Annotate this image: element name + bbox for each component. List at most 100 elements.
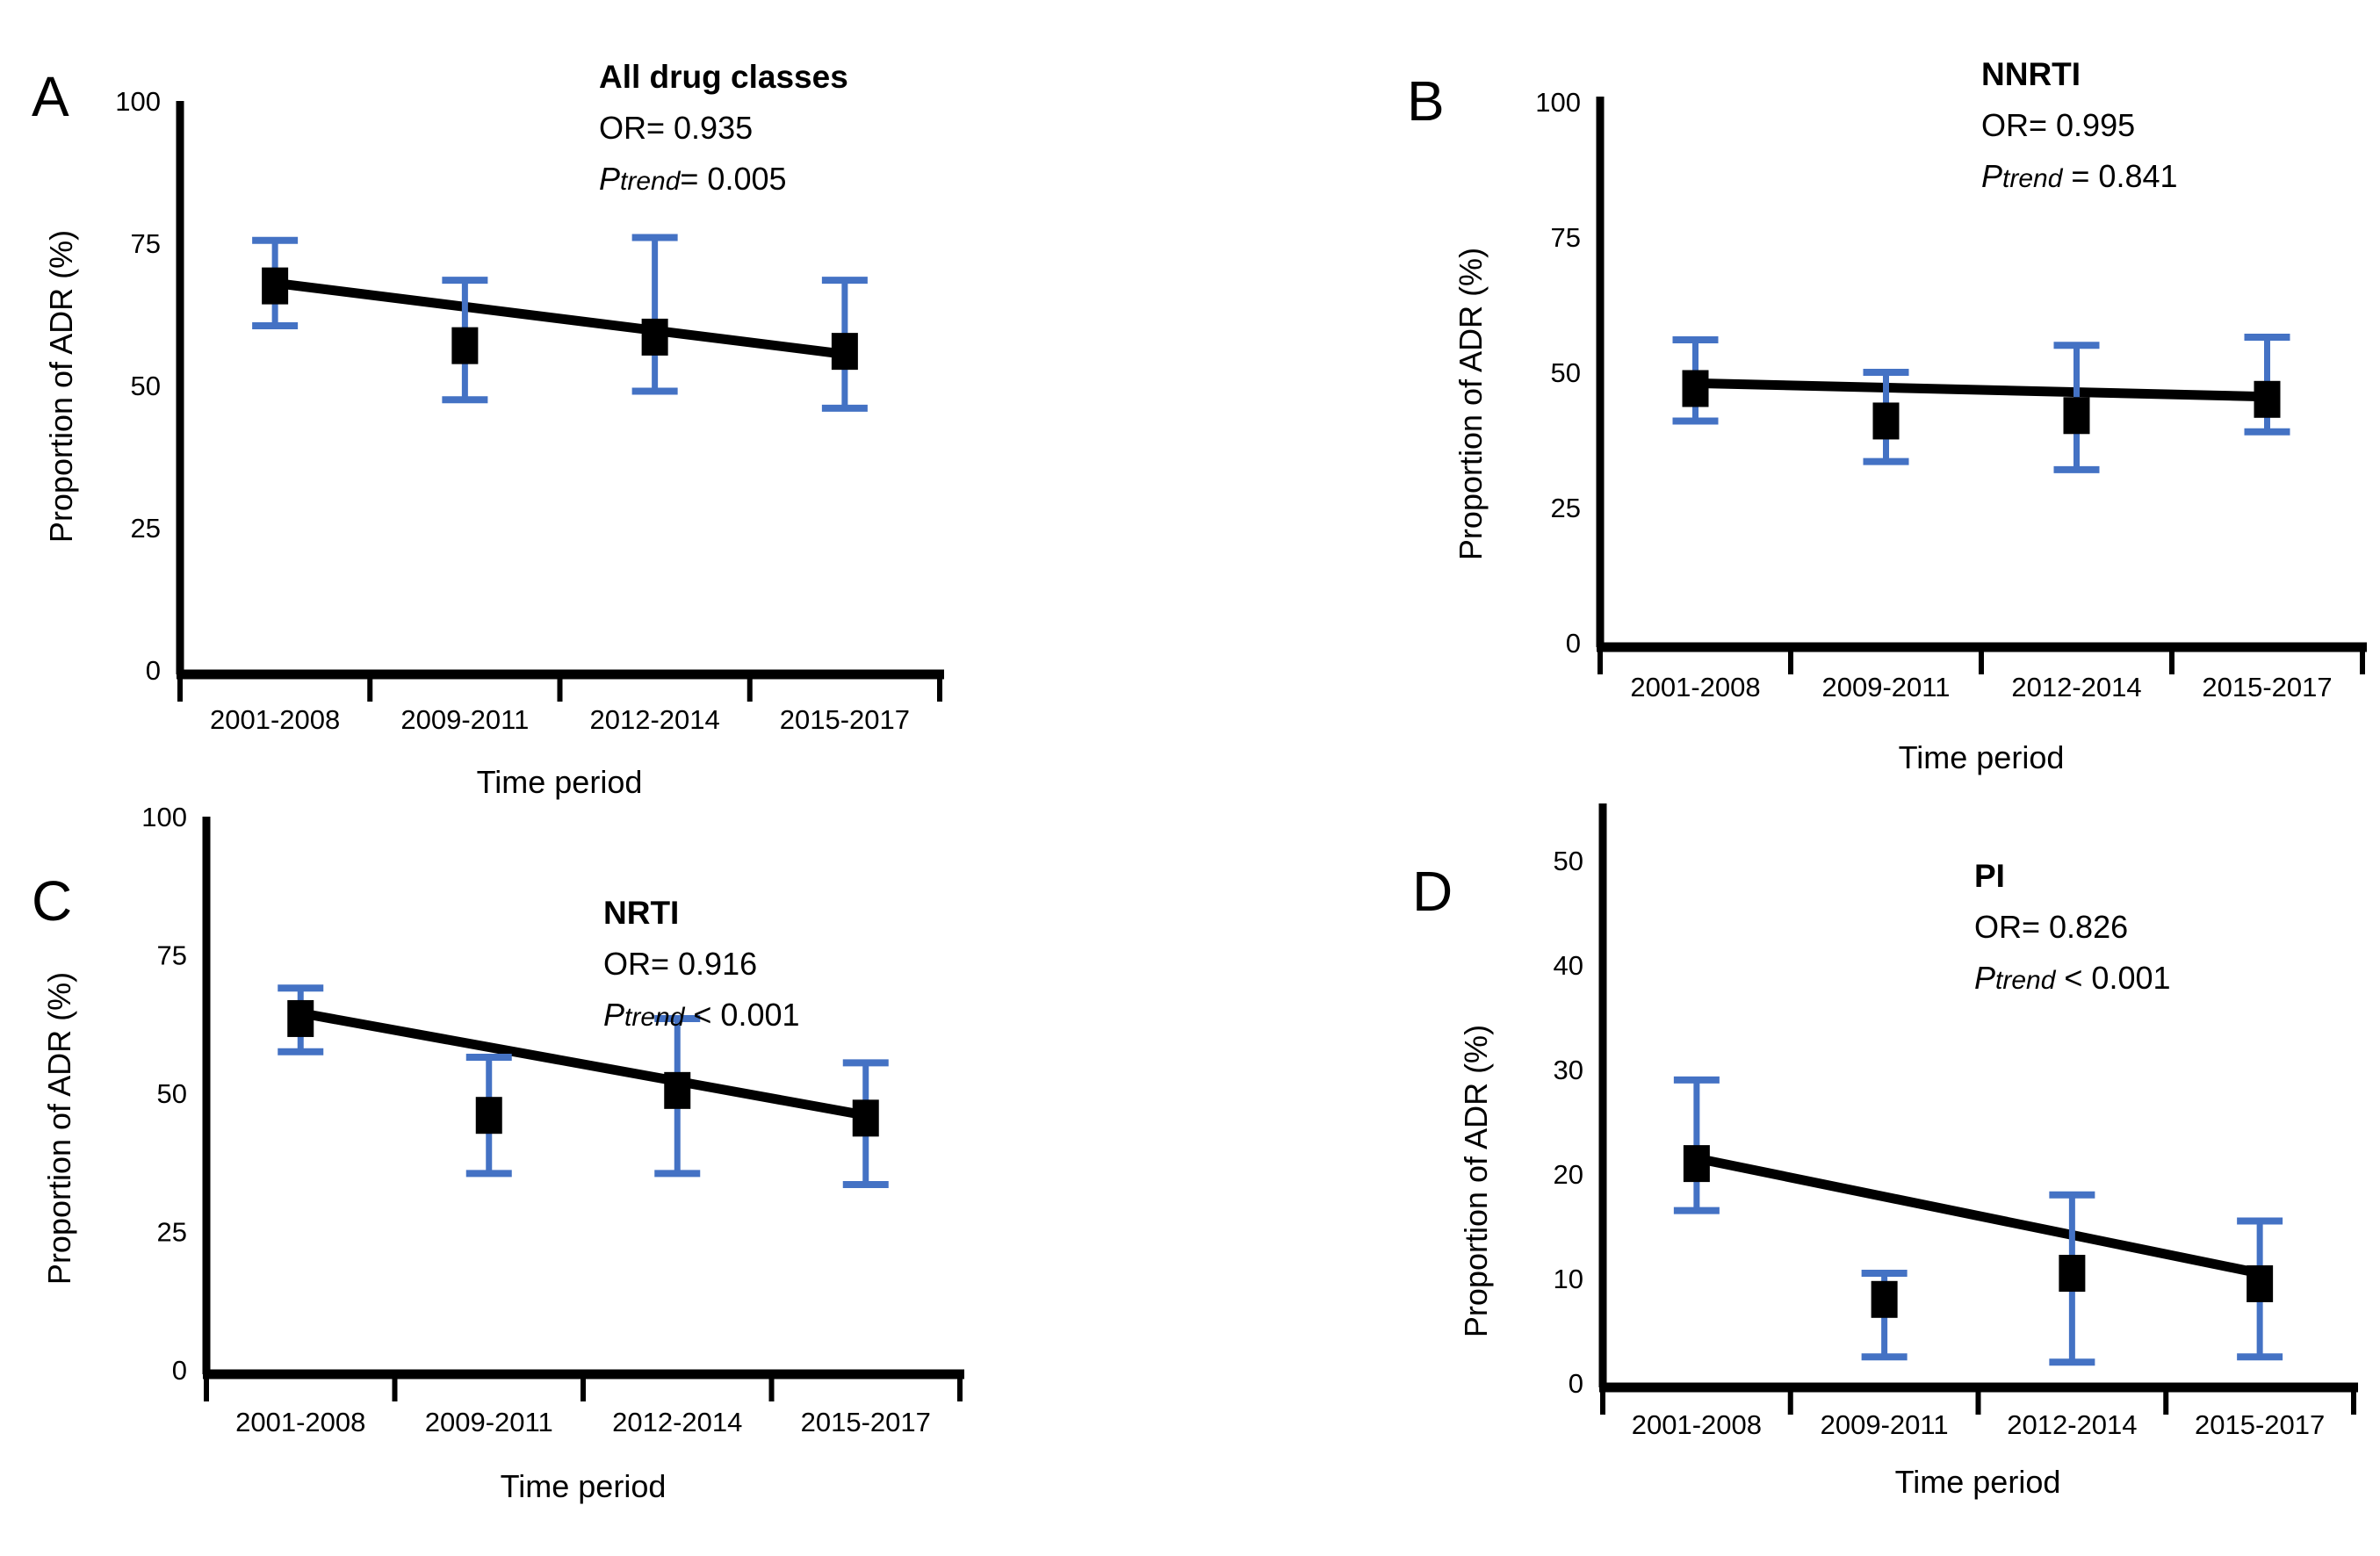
panel-letter: A bbox=[32, 65, 69, 128]
y-tick-label: 20 bbox=[1554, 1159, 1583, 1190]
data-point-marker bbox=[1683, 1145, 1710, 1183]
y-tick-label: 100 bbox=[115, 86, 161, 117]
x-category-label: 2012-2014 bbox=[2007, 1409, 2137, 1440]
or-value-label: OR= 0.995 bbox=[1981, 107, 2135, 143]
ptrend-label: Ptrend < 0.001 bbox=[603, 997, 800, 1033]
y-tick-label: 75 bbox=[131, 228, 161, 259]
error-bar bbox=[654, 1014, 701, 1178]
panel-letter: D bbox=[1412, 860, 1453, 923]
x-axis-title: Time period bbox=[1895, 1464, 2061, 1500]
x-category-label: 2009-2011 bbox=[1822, 672, 1951, 702]
data-point-marker bbox=[2247, 1264, 2274, 1302]
y-tick-label: 50 bbox=[131, 371, 161, 401]
ptrend-label: Ptrend < 0.001 bbox=[1974, 960, 2171, 996]
data-point-marker bbox=[451, 327, 479, 364]
x-category-label: 2012-2014 bbox=[2011, 672, 2141, 702]
panel-letter: C bbox=[32, 869, 72, 933]
x-category-label: 2009-2011 bbox=[400, 704, 529, 735]
data-point-marker bbox=[287, 999, 314, 1037]
y-tick-label: 0 bbox=[172, 1355, 187, 1386]
y-tick-label: 40 bbox=[1554, 950, 1583, 981]
error-bar bbox=[821, 277, 868, 412]
x-category-label: 2015-2017 bbox=[2195, 1409, 2325, 1440]
data-point-marker bbox=[831, 333, 858, 371]
error-bar bbox=[1861, 1270, 1908, 1361]
x-axis-title: Time period bbox=[1899, 739, 2065, 775]
ptrend-value: = 0.005 bbox=[680, 161, 786, 197]
panel-a: 0 25 50 75 100 2001-2008 2009-2011 2012-2014 201… bbox=[32, 59, 944, 800]
ptrend-label: Ptrend= 0.005 bbox=[599, 161, 787, 197]
or-value-label: OR= 0.916 bbox=[603, 946, 757, 982]
ptrend-sub: trend bbox=[1995, 966, 2057, 995]
y-axis-title: Proportion of ADR (%) bbox=[43, 230, 79, 543]
y-tick-label: 50 bbox=[1554, 846, 1583, 876]
y-tick-label: 25 bbox=[157, 1217, 187, 1248]
ptrend-sub: trend bbox=[620, 167, 682, 196]
error-bar bbox=[465, 1054, 512, 1178]
data-point-marker bbox=[2059, 1255, 2086, 1293]
ptrend-label: Ptrend = 0.841 bbox=[1981, 158, 2178, 194]
chart-title: All drug classes bbox=[599, 59, 848, 95]
y-axis-title: Proportion of ADR (%) bbox=[1458, 1025, 1494, 1337]
x-category-label: 2001-2008 bbox=[210, 704, 340, 735]
data-point-marker bbox=[2063, 397, 2090, 435]
panel-c: 0 25 50 75 100 2001-2008 2009-2011 2012-2014 201… bbox=[32, 802, 964, 1504]
x-axis-title: Time period bbox=[501, 1468, 667, 1504]
y-tick-label: 0 bbox=[1566, 628, 1581, 659]
data-point-marker bbox=[641, 318, 668, 356]
or-value-label: OR= 0.826 bbox=[1974, 909, 2128, 945]
y-tick-label: 0 bbox=[1569, 1368, 1583, 1399]
data-point-marker bbox=[475, 1097, 502, 1135]
ptrend-p: P bbox=[1974, 960, 1995, 996]
trend-line bbox=[1695, 378, 2268, 402]
ptrend-sub: trend bbox=[624, 1003, 686, 1032]
ptrend-value: = 0.841 bbox=[2062, 158, 2177, 194]
y-tick-label: 50 bbox=[157, 1078, 187, 1109]
panel-letter: B bbox=[1407, 69, 1445, 133]
error-bar bbox=[631, 234, 678, 395]
ptrend-p: P bbox=[599, 161, 620, 197]
error-bar bbox=[442, 277, 488, 404]
y-axis-title: Proportion of ADR (%) bbox=[41, 972, 77, 1285]
error-bar bbox=[2244, 333, 2290, 436]
x-category-label: 2009-2011 bbox=[1821, 1409, 1949, 1440]
ptrend-p: P bbox=[1981, 158, 2002, 194]
trend-line bbox=[1695, 1153, 2261, 1279]
error-bar bbox=[1863, 369, 1909, 465]
x-category-label: 2012-2014 bbox=[590, 704, 720, 735]
ptrend-p: P bbox=[603, 997, 624, 1033]
y-tick-label: 50 bbox=[1551, 357, 1581, 388]
error-bar bbox=[2049, 1191, 2095, 1366]
x-category-label: 2001-2008 bbox=[1632, 1409, 1762, 1440]
x-category-label: 2001-2008 bbox=[1630, 672, 1760, 702]
y-tick-label: 75 bbox=[1551, 222, 1581, 253]
error-bar bbox=[2237, 1217, 2283, 1361]
y-tick-label: 25 bbox=[1551, 493, 1581, 523]
chart-title: NNRTI bbox=[1981, 56, 2081, 92]
x-category-label: 2009-2011 bbox=[425, 1407, 553, 1437]
y-tick-label: 25 bbox=[131, 513, 161, 544]
panel-b: 0 25 50 75 100 2001-2008 2009-2011 2012-2014 201… bbox=[1407, 56, 2367, 775]
chart-title: NRTI bbox=[603, 895, 679, 931]
data-point-marker bbox=[1872, 402, 1900, 440]
chart-title: PI bbox=[1974, 858, 2005, 894]
y-tick-label: 30 bbox=[1554, 1055, 1583, 1085]
x-axis-title: Time period bbox=[477, 764, 643, 800]
error-bar bbox=[842, 1059, 889, 1188]
y-tick-label: 0 bbox=[146, 655, 161, 686]
error-bar bbox=[2053, 342, 2100, 473]
panel-d: 0 10 20 30 40 50 2001-2008 2009-2011 2012-2014 20… bbox=[1412, 803, 2358, 1500]
data-point-marker bbox=[2254, 380, 2281, 418]
data-point-marker bbox=[1871, 1280, 1898, 1318]
error-bar bbox=[1673, 1076, 1720, 1214]
x-category-label: 2015-2017 bbox=[2202, 672, 2332, 702]
x-category-label: 2012-2014 bbox=[612, 1407, 742, 1437]
y-axis-title: Proportion of ADR (%) bbox=[1453, 248, 1489, 560]
data-point-marker bbox=[664, 1071, 691, 1109]
or-value-label: OR= 0.935 bbox=[599, 110, 753, 146]
ptrend-sub: trend bbox=[2002, 164, 2064, 193]
y-tick-label: 100 bbox=[141, 802, 187, 832]
ptrend-value: < 0.001 bbox=[684, 997, 799, 1033]
y-tick-label: 10 bbox=[1554, 1264, 1583, 1294]
